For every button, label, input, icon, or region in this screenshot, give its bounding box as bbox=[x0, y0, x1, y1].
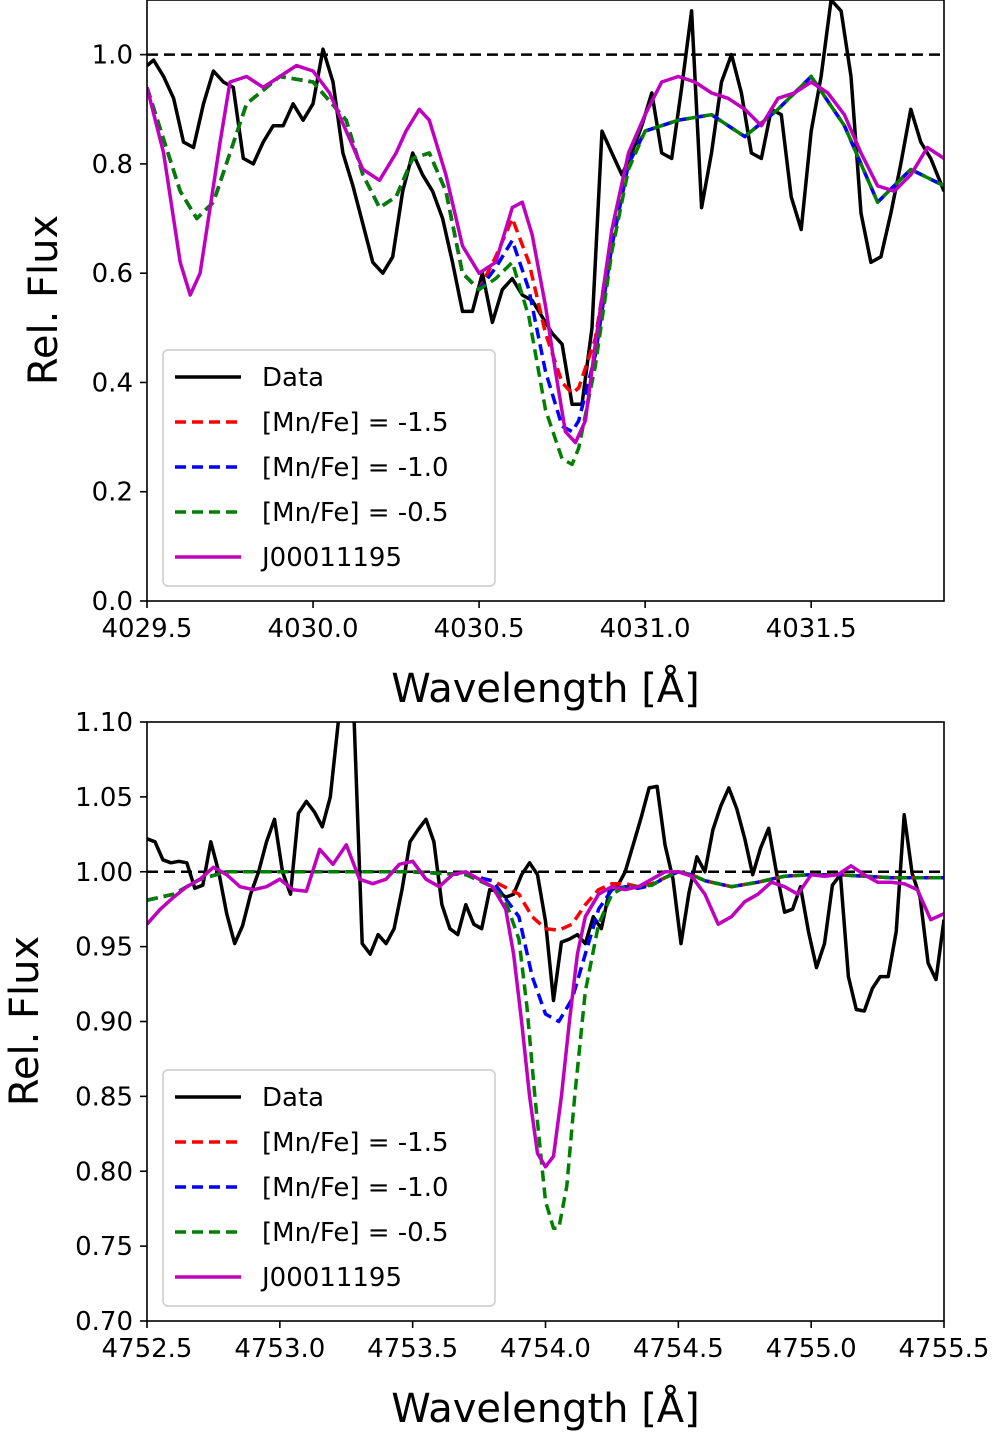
chart-panel-1: 4029.5 4030.0 4030.5 4031.0 4031.5 0.0 0.2 0.4 0… bbox=[21, 0, 945, 712]
x-tick-label: 4754.0 bbox=[500, 1334, 591, 1364]
x-tick-label: 4753.5 bbox=[367, 1334, 458, 1364]
y-tick-label: 1.0 bbox=[92, 41, 133, 71]
legend-box bbox=[162, 349, 496, 587]
series-line-1 bbox=[147, 722, 944, 1013]
y-tick-label: 0.85 bbox=[75, 1082, 133, 1112]
series-line-5 bbox=[147, 843, 944, 1169]
x-tick-label: 4755.0 bbox=[766, 1334, 857, 1364]
y-tick-label: 0.6 bbox=[92, 259, 133, 289]
y-tick-label: 0.8 bbox=[92, 150, 133, 180]
y-tick-label: 1.05 bbox=[75, 783, 133, 813]
y-axis-label: Rel. Flux bbox=[21, 215, 67, 385]
legend-label-4: [Mn/Fe] = -0.5 bbox=[262, 1218, 449, 1248]
x-tick-label: 4754.5 bbox=[633, 1334, 724, 1364]
legend-label-1: Data bbox=[262, 1083, 324, 1113]
x-tick-label: 4031.0 bbox=[600, 614, 691, 644]
y-tick-label: 0.75 bbox=[75, 1232, 133, 1262]
legend-label-2: [Mn/Fe] = -1.5 bbox=[262, 1128, 449, 1158]
y-axis-label: Rel. Flux bbox=[2, 936, 48, 1106]
x-tick-label: 4029.5 bbox=[102, 614, 193, 644]
y-tick-label: 0.2 bbox=[92, 478, 133, 508]
x-axis-label: Wavelength [Å] bbox=[391, 664, 700, 712]
plot-area bbox=[147, 722, 944, 1230]
y-tick-label: 0.90 bbox=[75, 1008, 133, 1038]
x-tick-label: 4755.5 bbox=[899, 1334, 990, 1364]
y-tick-label: 0.80 bbox=[75, 1157, 133, 1187]
legend-label-5: J00011195 bbox=[260, 1263, 402, 1293]
y-tick-label: 0.70 bbox=[75, 1307, 133, 1337]
series-line-5 bbox=[147, 63, 944, 445]
series-line-1 bbox=[147, 0, 944, 407]
series-line-4 bbox=[147, 870, 944, 1230]
legend-label-5: J00011195 bbox=[260, 543, 402, 573]
y-tick-label: 0.95 bbox=[75, 933, 133, 963]
chart-panel-2: 4752.5 4753.0 4753.5 4754.0 4754.5 4755.0 4755… bbox=[2, 708, 990, 1432]
x-tick-label: 4753.0 bbox=[234, 1334, 325, 1364]
x-tick-label: 4752.5 bbox=[102, 1334, 193, 1364]
plot-area bbox=[147, 0, 944, 467]
series-line-3 bbox=[147, 74, 944, 434]
legend: Data [Mn/Fe] = -1.5 [Mn/Fe] = -1.0 [Mn/Fe] … bbox=[162, 1069, 496, 1307]
x-axis-label: Wavelength [Å] bbox=[391, 1384, 700, 1432]
y-tick-label: 0.0 bbox=[92, 587, 133, 617]
x-tick-label: 4030.0 bbox=[268, 614, 359, 644]
series-line-4 bbox=[147, 74, 944, 467]
legend-box bbox=[162, 1069, 496, 1307]
legend: Data [Mn/Fe] = -1.5 [Mn/Fe] = -1.0 [Mn/Fe] … bbox=[162, 349, 496, 587]
y-tick-label: 1.00 bbox=[75, 858, 133, 888]
legend-label-2: [Mn/Fe] = -1.5 bbox=[262, 408, 449, 438]
x-tick-label: 4031.5 bbox=[766, 614, 857, 644]
legend-label-3: [Mn/Fe] = -1.0 bbox=[262, 453, 449, 483]
y-tick-label: 1.10 bbox=[75, 708, 133, 738]
series-line-2 bbox=[147, 74, 944, 396]
x-tick-label: 4030.5 bbox=[434, 614, 525, 644]
axes-frame bbox=[146, 0, 945, 602]
legend-label-4: [Mn/Fe] = -0.5 bbox=[262, 498, 449, 528]
y-tick-label: 0.4 bbox=[92, 368, 133, 398]
legend-label-1: Data bbox=[262, 363, 324, 393]
legend-label-3: [Mn/Fe] = -1.0 bbox=[262, 1173, 449, 1203]
